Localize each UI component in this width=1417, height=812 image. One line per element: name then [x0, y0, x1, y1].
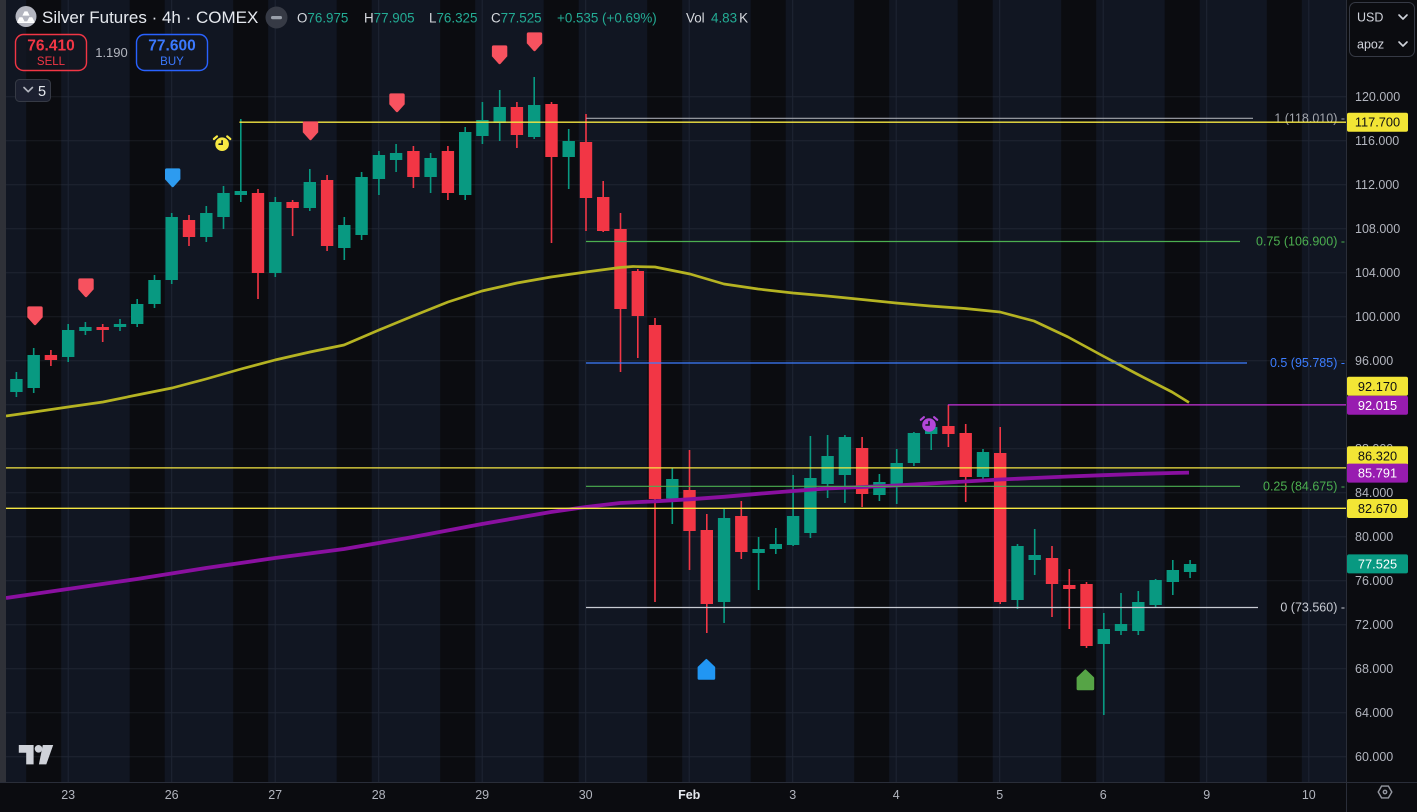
svg-text:Vol: Vol: [686, 11, 705, 26]
svg-text:116.000: 116.000: [1355, 134, 1399, 148]
svg-text:0.25 (84.675) -: 0.25 (84.675) -: [1263, 479, 1345, 493]
svg-text:82.670: 82.670: [1358, 501, 1397, 516]
svg-text:C77.525: C77.525: [491, 11, 542, 26]
svg-text:27: 27: [268, 788, 282, 802]
svg-text:76.000: 76.000: [1355, 574, 1393, 588]
svg-text:120.000: 120.000: [1355, 90, 1400, 104]
svg-text:USD: USD: [1357, 11, 1383, 25]
svg-text:0 (73.560) -: 0 (73.560) -: [1280, 601, 1345, 615]
svg-text:9: 9: [1203, 788, 1210, 802]
svg-text:0.75 (106.900) -: 0.75 (106.900) -: [1256, 235, 1345, 249]
svg-text:0.5 (95.785) -: 0.5 (95.785) -: [1270, 356, 1345, 370]
svg-text:92.015: 92.015: [1358, 398, 1397, 413]
svg-text:26: 26: [165, 788, 179, 802]
svg-text:O76.975: O76.975: [297, 11, 348, 26]
svg-text:+0.535 (+0.69%): +0.535 (+0.69%): [557, 11, 657, 26]
svg-text:77.525: 77.525: [1358, 556, 1397, 571]
svg-text:30: 30: [579, 788, 593, 802]
svg-text:80.000: 80.000: [1355, 530, 1393, 544]
svg-text:77.600: 77.600: [148, 38, 195, 55]
svg-text:5: 5: [38, 84, 46, 100]
svg-text:SELL: SELL: [37, 56, 66, 68]
svg-text:96.000: 96.000: [1355, 354, 1393, 368]
svg-text:4: 4: [893, 788, 900, 802]
svg-text:85.791: 85.791: [1358, 466, 1397, 481]
svg-text:Feb: Feb: [678, 788, 701, 802]
svg-text:86.320: 86.320: [1358, 448, 1397, 463]
svg-text:29: 29: [475, 788, 489, 802]
svg-text:1.190: 1.190: [95, 45, 128, 60]
svg-text:84.000: 84.000: [1355, 486, 1393, 500]
svg-text:BUY: BUY: [160, 56, 184, 68]
svg-text:6: 6: [1100, 788, 1107, 802]
svg-text:64.000: 64.000: [1355, 706, 1393, 720]
svg-text:L76.325: L76.325: [429, 11, 477, 26]
svg-text:apoz: apoz: [1357, 38, 1384, 52]
svg-text:1 (118.010) -: 1 (118.010) -: [1274, 111, 1345, 125]
svg-text:60.000: 60.000: [1355, 750, 1393, 764]
svg-text:112.000: 112.000: [1355, 178, 1399, 192]
svg-text:28: 28: [372, 788, 386, 802]
svg-text:H77.905: H77.905: [364, 11, 415, 26]
svg-text:76.410: 76.410: [27, 38, 74, 55]
svg-text:Silver Futures · 4h · COMEX: Silver Futures · 4h · COMEX: [42, 8, 258, 27]
svg-text:108.000: 108.000: [1355, 222, 1400, 236]
svg-text:104.000: 104.000: [1355, 266, 1400, 280]
svg-text:117.700: 117.700: [1355, 115, 1400, 130]
svg-text:92.170: 92.170: [1358, 379, 1397, 394]
svg-text:100.000: 100.000: [1355, 310, 1400, 324]
svg-text:3: 3: [789, 788, 796, 802]
svg-text:23: 23: [61, 788, 75, 802]
svg-text:68.000: 68.000: [1355, 662, 1393, 676]
svg-text:10: 10: [1302, 788, 1316, 802]
svg-text:72.000: 72.000: [1355, 618, 1393, 632]
svg-text:5: 5: [996, 788, 1003, 802]
svg-text:4.83K: 4.83 K: [711, 11, 748, 26]
